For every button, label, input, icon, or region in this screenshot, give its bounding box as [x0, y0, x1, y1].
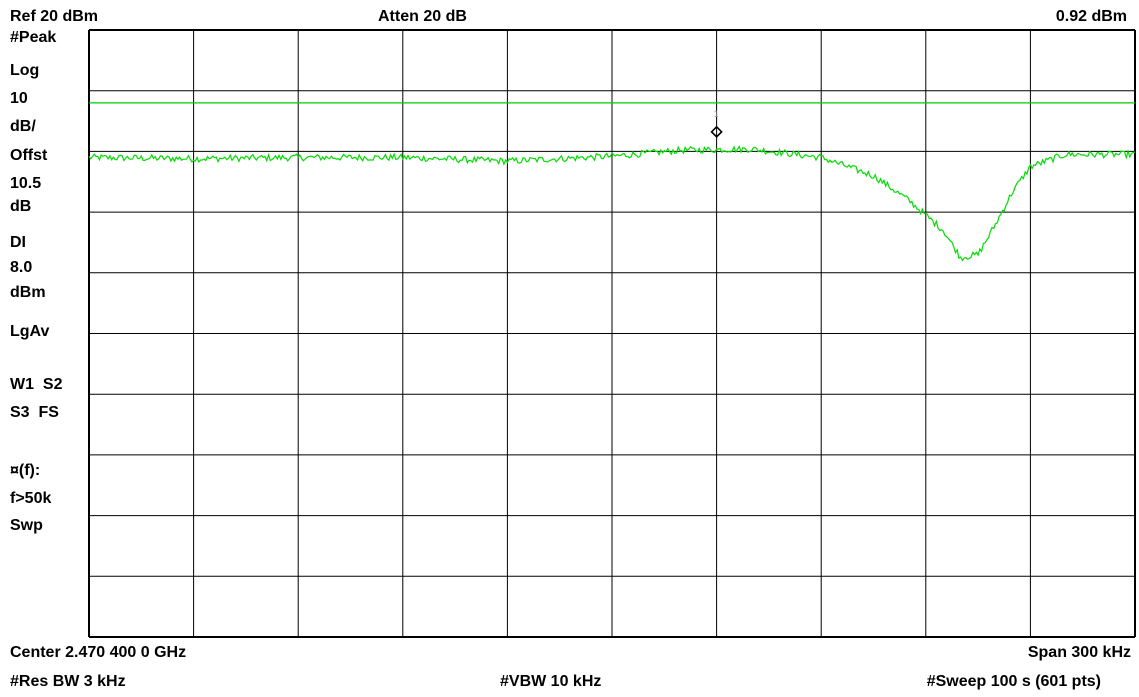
display-line-value: 8.0 — [10, 259, 33, 276]
function-label: ¤(f): — [10, 462, 41, 479]
function-mode: Swp — [10, 517, 43, 534]
marker-1: 1 — [710, 109, 723, 138]
attenuation: Atten 20 dB — [378, 8, 467, 25]
display-line-label: DI — [10, 234, 26, 251]
resolution-bandwidth: #Res BW 3 kHz — [10, 673, 126, 690]
trace-modes-2: S3 FS — [10, 404, 59, 421]
marker-diamond-icon — [710, 125, 723, 138]
trace-line — [88, 144, 1136, 262]
offset-unit: dB — [10, 198, 32, 215]
marker-readout: 0.92 dBm — [1055, 8, 1127, 25]
scale-type: Log — [10, 62, 40, 79]
marker-number: 1 — [714, 109, 719, 119]
scale-value: 10 — [10, 90, 28, 107]
reference-level: Ref 20 dBm — [10, 8, 99, 25]
function-value: f>50k — [10, 490, 52, 507]
display-line-unit: dBm — [10, 284, 46, 301]
offset-label: Offst — [10, 147, 48, 164]
span: Span 300 kHz — [1027, 644, 1131, 661]
trace-modes-1: W1 S2 — [10, 376, 63, 393]
graticule — [88, 29, 1136, 638]
sweep-time: #Sweep 100 s (601 pts) — [926, 673, 1101, 690]
center-frequency: Center 2.470 400 0 GHz — [10, 644, 187, 661]
offset-value: 10.5 — [10, 175, 42, 192]
detector-label: #Peak — [10, 29, 57, 46]
scale-unit: dB/ — [10, 118, 36, 135]
averaging-mode: LgAv — [10, 323, 50, 340]
video-bandwidth: #VBW 10 kHz — [500, 673, 602, 690]
